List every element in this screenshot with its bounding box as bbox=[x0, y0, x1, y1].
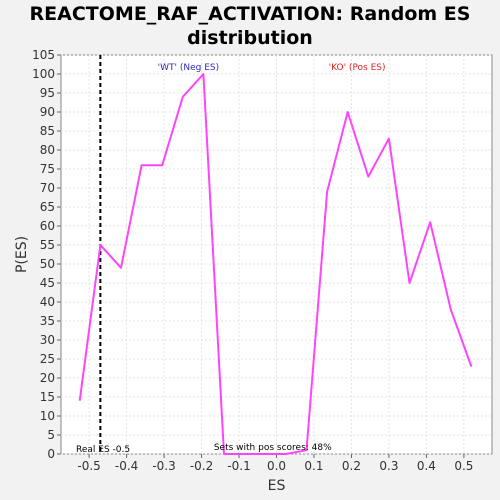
x-tick-label: 0.2 bbox=[342, 459, 361, 473]
y-tick-label: 75 bbox=[40, 162, 55, 176]
y-tick-label: 55 bbox=[40, 238, 55, 252]
y-tick-label: 10 bbox=[40, 409, 55, 423]
y-axis-ticks: 0 5 10 15 20 25 30 35 40 45 50 55 60 65 70 75 80 85 90 95 10… bbox=[32, 48, 61, 461]
y-tick-label: 45 bbox=[40, 276, 55, 290]
y-tick-label: 70 bbox=[40, 181, 55, 195]
y-tick-label: 80 bbox=[40, 143, 55, 157]
series-group bbox=[78, 73, 473, 455]
x-tick-label: -0.2 bbox=[190, 459, 213, 473]
y-tick-label: 65 bbox=[40, 200, 55, 214]
y-tick-label: 30 bbox=[40, 333, 55, 347]
y-tick-label: 40 bbox=[40, 295, 55, 309]
grid-lines bbox=[61, 54, 492, 455]
y-tick-label: 20 bbox=[40, 371, 55, 385]
series-line bbox=[78, 73, 473, 455]
y-tick-label: 50 bbox=[40, 257, 55, 271]
x-tick-label: 0.0 bbox=[267, 459, 286, 473]
x-tick-label: -0.1 bbox=[227, 459, 250, 473]
x-tick-label: 0.3 bbox=[379, 459, 398, 473]
real-es-label: Real ES -0.5 bbox=[76, 445, 130, 455]
y-tick-label: 0 bbox=[47, 447, 55, 461]
x-tick-label: -0.4 bbox=[115, 459, 138, 473]
x-tick-label: 0.1 bbox=[304, 459, 323, 473]
chart-title: REACTOME_RAF_ACTIVATION: Random ES distr… bbox=[29, 3, 471, 49]
x-tick-label: -0.5 bbox=[77, 459, 100, 473]
x-axis-ticks: -0.5 -0.4 -0.3 -0.2 -0.1 0.0 0.1 0.2 0.3 0.4 0.5 bbox=[77, 454, 473, 473]
plot-area bbox=[60, 54, 493, 455]
y-tick-label: 90 bbox=[40, 105, 55, 119]
y-tick-label: 100 bbox=[32, 67, 55, 81]
y-tick-label: 15 bbox=[40, 390, 55, 404]
y-tick-label: 60 bbox=[40, 219, 55, 233]
y-tick-label: 95 bbox=[40, 86, 55, 100]
y-tick-label: 85 bbox=[40, 124, 55, 138]
x-tick-label: 0.5 bbox=[454, 459, 473, 473]
y-axis-label: P(ES) bbox=[14, 236, 30, 273]
y-tick-label: 5 bbox=[47, 428, 55, 442]
neg-es-label: 'WT' (Neg ES) bbox=[158, 63, 219, 73]
y-tick-label: 35 bbox=[40, 314, 55, 328]
y-tick-label: 105 bbox=[32, 48, 55, 62]
x-axis-label: ES bbox=[268, 478, 286, 494]
x-tick-label: -0.3 bbox=[152, 459, 175, 473]
pos-es-label: 'KO' (Pos ES) bbox=[329, 63, 386, 73]
pos-scores-label: Sets with pos scores: 48% bbox=[214, 443, 332, 453]
x-tick-label: 0.4 bbox=[417, 459, 436, 473]
y-tick-label: 25 bbox=[40, 352, 55, 366]
